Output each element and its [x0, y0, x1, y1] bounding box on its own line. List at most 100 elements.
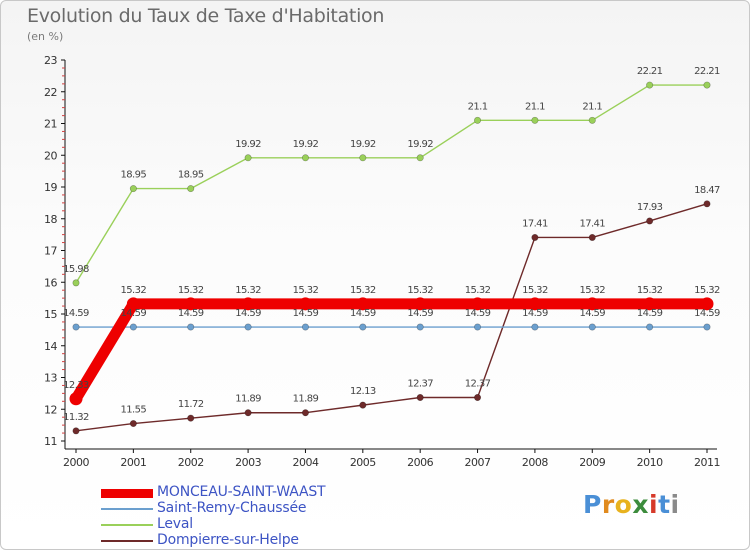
data-point [416, 394, 424, 402]
logo-letter: i [670, 490, 680, 519]
data-label: 12.33 [63, 380, 89, 391]
x-tick-label: 2010 [637, 456, 663, 469]
y-tick-label: 12 [44, 403, 57, 416]
x-tick-label: 2002 [178, 456, 204, 469]
y-tick-label: 19 [44, 181, 57, 194]
x-tick-label: 2009 [579, 456, 605, 469]
y-tick-label: 16 [44, 276, 57, 289]
x-tick-label: 2007 [465, 456, 491, 469]
data-point [588, 323, 596, 331]
data-label: 15.32 [178, 285, 204, 296]
legend-label: Leval [157, 516, 193, 532]
y-tick-label: 23 [44, 54, 57, 67]
legend-swatch [101, 489, 153, 498]
logo-letter: r [601, 490, 615, 519]
data-point [703, 323, 711, 331]
data-label: 14.59 [465, 308, 491, 319]
data-label: 14.59 [694, 308, 720, 319]
x-tick-label: 2000 [63, 456, 89, 469]
data-label: 11.89 [293, 394, 319, 405]
data-point [129, 420, 137, 428]
data-label: 15.32 [350, 285, 376, 296]
y-tick-label: 21 [44, 118, 57, 131]
legend-swatch [101, 524, 153, 526]
data-point [474, 116, 482, 124]
data-label: 15.32 [407, 285, 433, 296]
data-point [301, 154, 309, 162]
data-point [244, 409, 252, 417]
series-line [75, 84, 708, 284]
data-label: 19.92 [407, 139, 433, 150]
data-label: 14.59 [637, 308, 663, 319]
data-label: 19.92 [350, 139, 376, 150]
data-label: 21.1 [525, 101, 545, 112]
data-point [703, 200, 711, 208]
data-point [585, 297, 599, 311]
data-point [413, 297, 427, 311]
data-point [359, 401, 367, 409]
data-point [69, 392, 83, 406]
data-label: 15.32 [121, 285, 147, 296]
data-label: 15.32 [637, 285, 663, 296]
data-label: 22.21 [694, 66, 720, 77]
data-label: 19.92 [293, 139, 319, 150]
y-tick-label: 13 [44, 372, 57, 385]
data-label: 14.59 [350, 308, 376, 319]
data-point [416, 323, 424, 331]
data-label: 12.13 [350, 386, 376, 397]
data-point [528, 297, 542, 311]
data-point [359, 154, 367, 162]
data-label: 21.1 [582, 101, 602, 112]
data-point [241, 297, 255, 311]
x-tick-label: 2005 [350, 456, 376, 469]
x-tick-label: 2003 [235, 456, 261, 469]
data-label: 14.59 [235, 308, 261, 319]
data-label: 15.32 [293, 285, 319, 296]
data-point [129, 323, 137, 331]
data-point [298, 297, 312, 311]
data-label: 14.59 [178, 308, 204, 319]
y-tick-label: 18 [44, 213, 57, 226]
data-label: 17.41 [522, 218, 548, 229]
data-label: 15.32 [465, 285, 491, 296]
y-tick-label: 22 [44, 86, 57, 99]
logo-letter: o [614, 490, 633, 519]
data-label: 14.59 [407, 308, 433, 319]
data-point [187, 323, 195, 331]
data-label: 12.37 [465, 379, 491, 390]
data-point [646, 81, 654, 89]
data-point [646, 323, 654, 331]
data-label: 12.37 [407, 379, 433, 390]
logo-letter: P [583, 490, 602, 519]
data-point [244, 323, 252, 331]
series-leval [72, 81, 711, 287]
legend-label: MONCEAU-SAINT-WAAST [157, 484, 326, 500]
legend-label: Dompierre-sur-Helpe [157, 532, 299, 548]
proxiti-logo: Proxiti [583, 490, 680, 519]
data-label: 15.32 [579, 285, 605, 296]
data-point [531, 323, 539, 331]
data-point [301, 323, 309, 331]
data-point [72, 323, 80, 331]
data-point [187, 185, 195, 193]
data-point [72, 279, 80, 287]
y-tick-label: 17 [44, 245, 57, 258]
data-label: 11.55 [121, 405, 147, 416]
logo-letter: x [632, 490, 649, 519]
data-point [588, 116, 596, 124]
data-point [72, 427, 80, 435]
data-label: 15.32 [694, 285, 720, 296]
data-point [643, 297, 657, 311]
x-tick-label: 2001 [120, 456, 146, 469]
data-point [531, 233, 539, 241]
data-label: 18.47 [694, 185, 720, 196]
data-point [244, 154, 252, 162]
data-label: 17.41 [579, 218, 605, 229]
logo-letter: i [649, 490, 659, 519]
data-point [703, 81, 711, 89]
x-tick-label: 2011 [694, 456, 720, 469]
data-label: 15.98 [63, 264, 89, 275]
y-tick-label: 14 [44, 340, 57, 353]
chart-unit: (en %) [27, 30, 64, 43]
